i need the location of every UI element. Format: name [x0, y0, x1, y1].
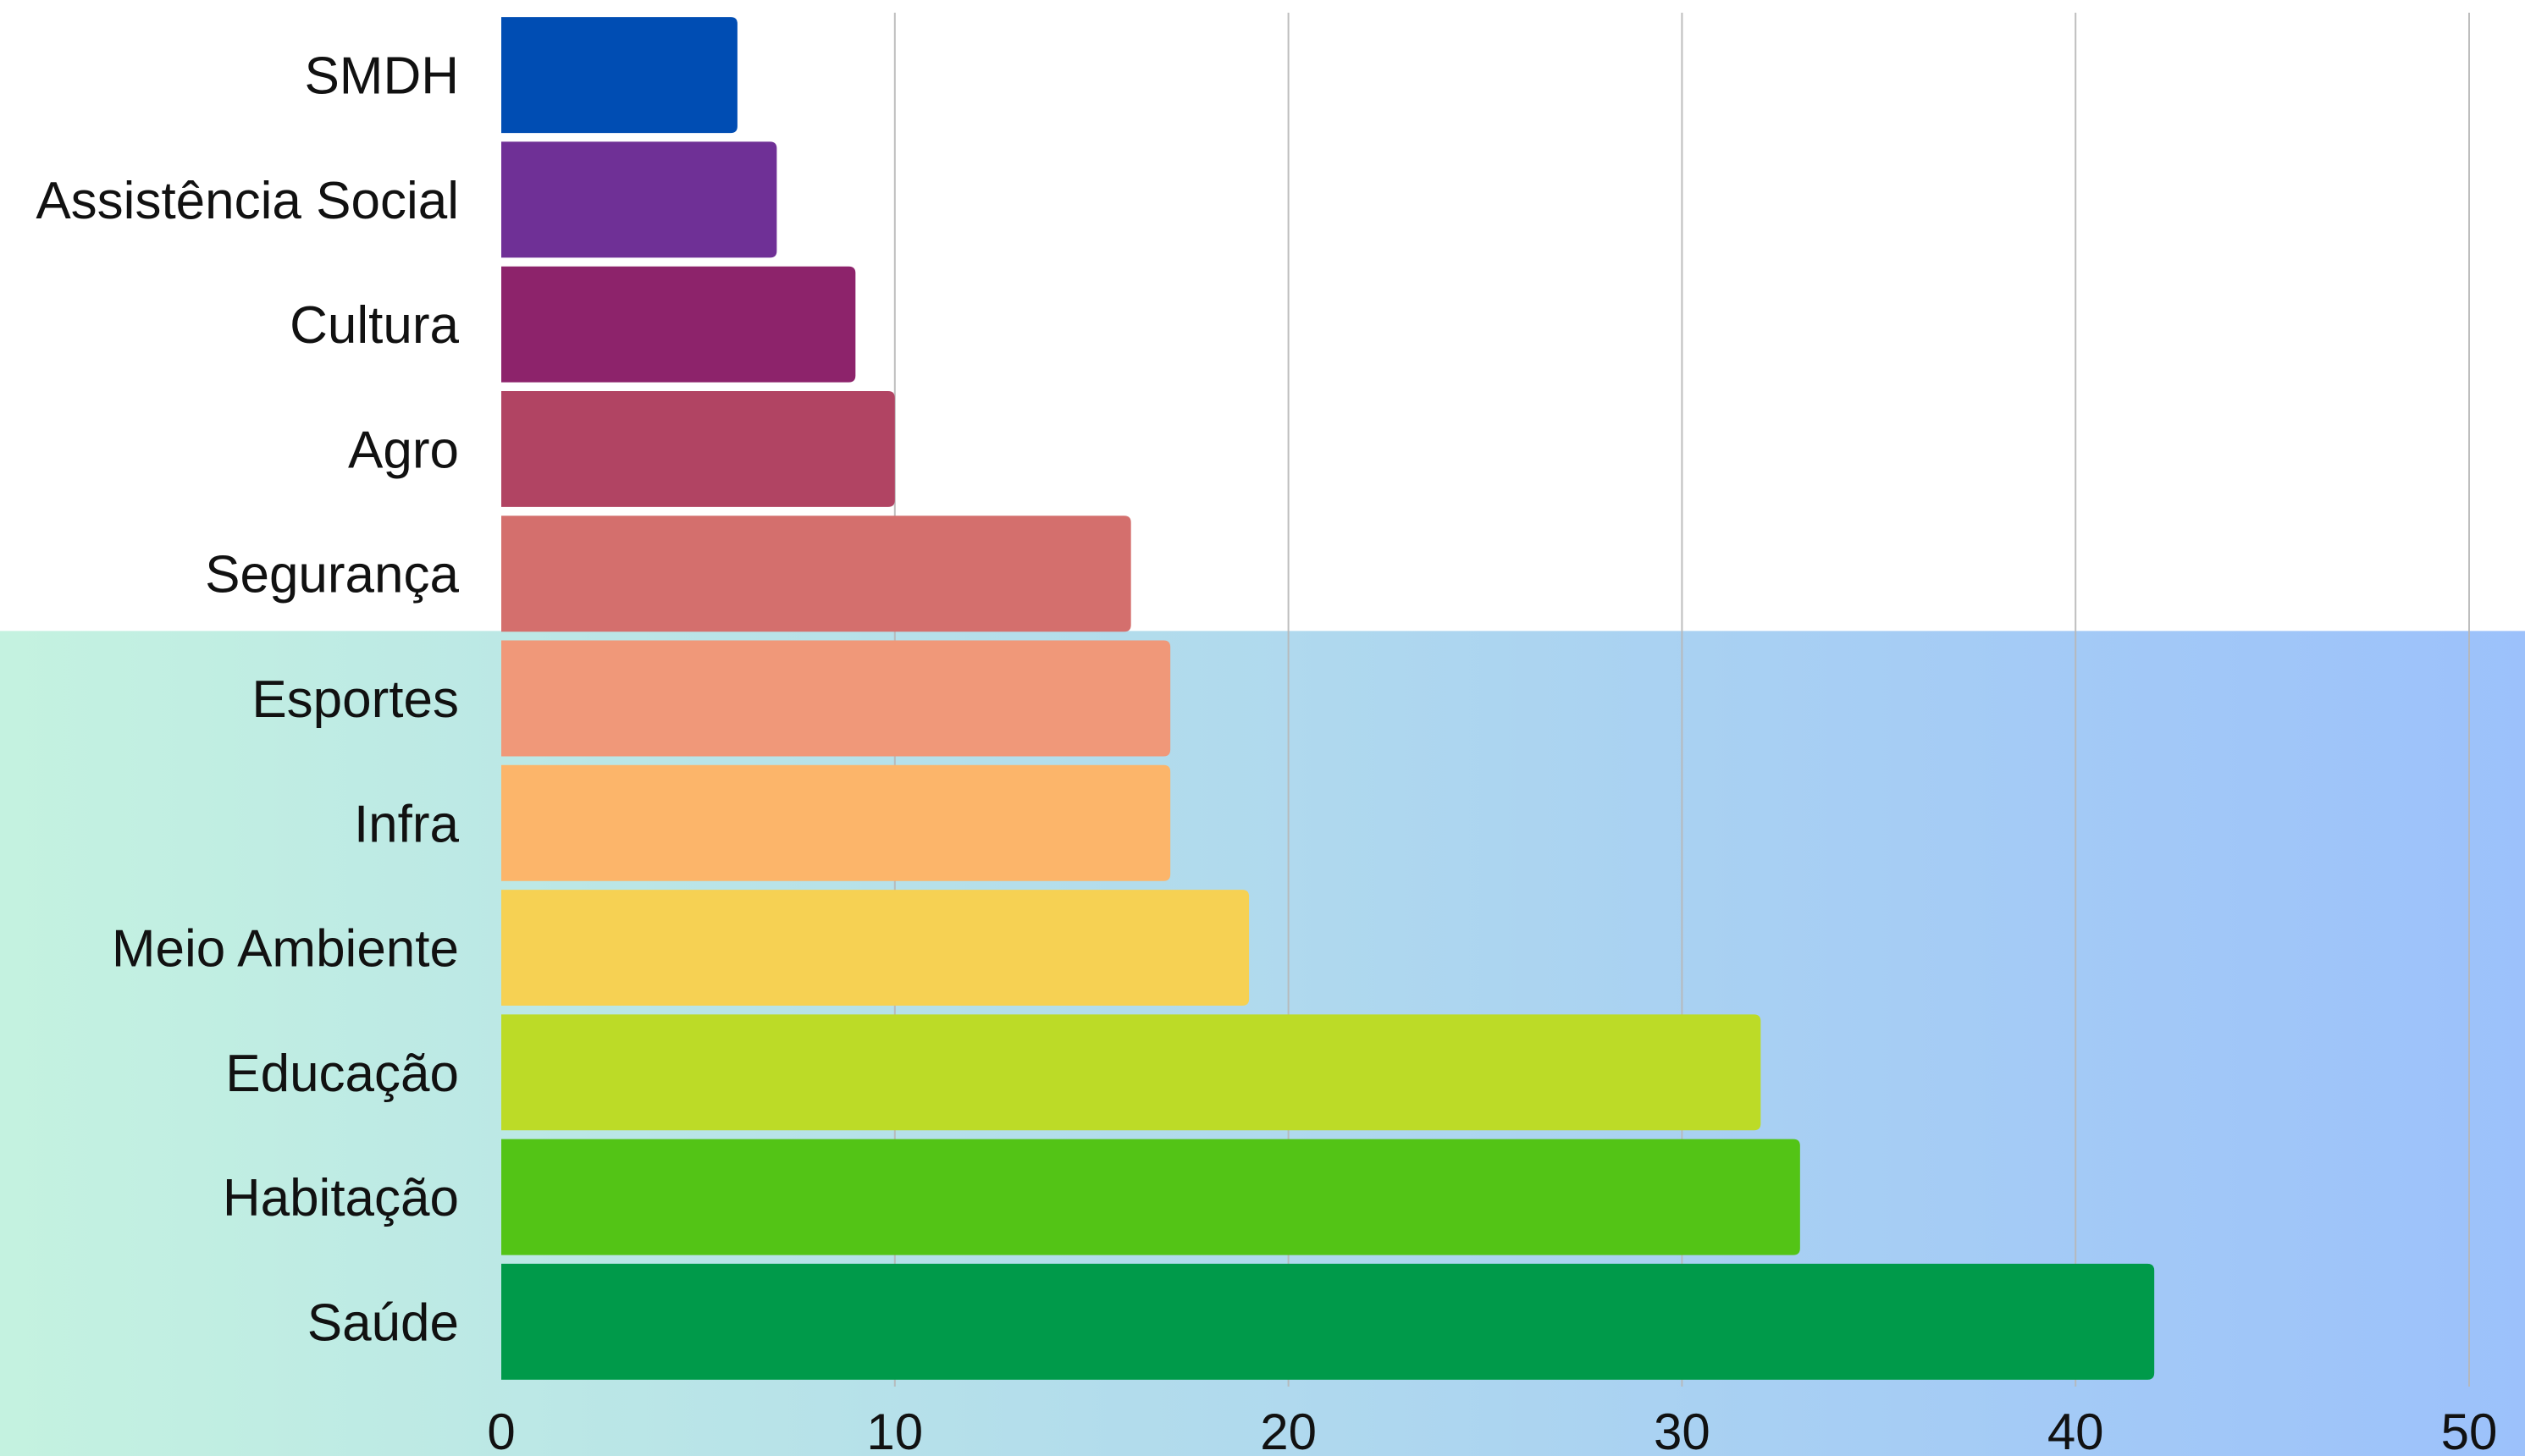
- x-tick-label: 40: [2047, 1404, 2104, 1456]
- category-label: Cultura: [290, 296, 459, 355]
- bar-smdh: [501, 17, 738, 134]
- category-label: Esportes: [251, 670, 459, 729]
- x-tick-label: 20: [1260, 1404, 1317, 1456]
- bar-cultura: [501, 266, 856, 383]
- category-label: SMDH: [304, 47, 459, 106]
- bar-meio-ambiente: [501, 890, 1250, 1007]
- bars: [501, 17, 2155, 1380]
- category-label: Saúde: [307, 1293, 459, 1352]
- x-tick-label: 30: [1654, 1404, 1710, 1456]
- category-labels: SMDH Assistência Social Cultura Agro Seguran…: [36, 47, 459, 1353]
- category-label: Assistência Social: [36, 172, 459, 230]
- category-label: Segurança: [205, 546, 459, 604]
- x-tick-label: 50: [2441, 1404, 2498, 1456]
- bar-saúde: [501, 1263, 2155, 1380]
- x-tick-label: 10: [866, 1404, 923, 1456]
- bar-habitação: [501, 1139, 1800, 1255]
- category-label: Infra: [354, 795, 460, 853]
- bar-infra: [501, 764, 1171, 881]
- category-label: Habitação: [223, 1169, 459, 1227]
- bar-segurança: [501, 516, 1131, 632]
- category-label: Meio Ambiente: [112, 920, 459, 979]
- category-label: Educação: [225, 1045, 459, 1103]
- bar-assistência-social: [501, 141, 777, 258]
- category-label: Agro: [348, 421, 459, 479]
- bar-esportes: [501, 640, 1171, 757]
- x-tick-label: 0: [487, 1404, 515, 1456]
- x-tick-labels: 0 10 20 30 40 50: [487, 1404, 2497, 1456]
- bar-educação: [501, 1014, 1761, 1131]
- bar-agro: [501, 390, 895, 507]
